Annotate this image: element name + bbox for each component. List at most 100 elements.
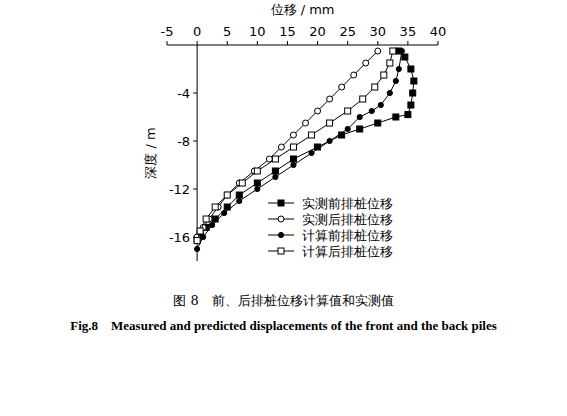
x-tick-label: -5	[161, 24, 174, 39]
x-tick	[167, 41, 168, 45]
x-tick	[438, 41, 439, 45]
point	[290, 132, 296, 138]
point	[212, 216, 218, 222]
y-tick	[193, 93, 197, 94]
point	[357, 114, 362, 119]
point	[387, 60, 393, 66]
point	[237, 198, 242, 203]
point	[201, 234, 206, 239]
point	[303, 120, 309, 126]
point	[381, 72, 387, 78]
x-tick-label: 25	[339, 24, 356, 39]
point	[309, 150, 314, 155]
point	[255, 186, 260, 191]
point	[375, 48, 381, 54]
point	[357, 126, 363, 132]
point	[222, 210, 227, 215]
point	[239, 180, 245, 186]
x-tick	[377, 41, 378, 45]
point	[402, 54, 408, 60]
point	[390, 48, 396, 54]
x-tick	[197, 41, 198, 45]
plot-area	[194, 48, 417, 252]
x-tick-label: 10	[249, 24, 266, 39]
point	[291, 162, 296, 167]
legend: 实测前排桩位移实测后排桩位移计算前排桩位移计算后排桩位移	[268, 196, 393, 259]
point	[290, 156, 296, 162]
x-tick-label: 0	[193, 24, 201, 39]
point	[203, 216, 209, 222]
caption-title: 图 8 前、后排桩位移计算值和实测值	[0, 292, 567, 310]
point	[272, 168, 278, 174]
point	[272, 156, 278, 162]
x-axis-label: 位移 / mm	[271, 2, 335, 17]
x-tick	[257, 41, 258, 45]
x-tick-label: 35	[400, 24, 417, 39]
x-tick	[407, 41, 408, 45]
point	[315, 108, 321, 114]
point	[327, 120, 333, 126]
point	[411, 78, 417, 84]
point	[363, 60, 369, 66]
y-tick-label: -8	[177, 134, 190, 149]
point	[360, 96, 366, 102]
point	[278, 144, 284, 150]
legend-label: 计算前排桩位移	[302, 228, 393, 243]
point	[369, 108, 374, 113]
y-tick	[193, 189, 197, 190]
point	[399, 48, 404, 53]
point	[212, 204, 218, 210]
y-tick-label: -4	[177, 86, 190, 101]
point	[194, 238, 200, 244]
point	[378, 102, 383, 107]
point	[195, 246, 200, 251]
point	[327, 96, 333, 102]
point	[408, 66, 414, 72]
point	[339, 84, 345, 90]
caption-subtitle: Fig.8 Measured and predicted displacemen…	[70, 316, 497, 335]
point	[290, 144, 296, 150]
point	[254, 168, 260, 174]
y-tick	[193, 141, 197, 142]
y-tick-label: -12	[169, 182, 190, 197]
legend-marker	[278, 232, 283, 237]
x-tick-label: 40	[430, 24, 447, 39]
point	[393, 114, 399, 120]
y-tick-label: -16	[169, 230, 190, 245]
point	[345, 108, 351, 114]
point	[396, 66, 401, 71]
point	[351, 72, 357, 78]
point	[197, 228, 203, 234]
x-tick	[287, 41, 288, 45]
x-tick	[347, 41, 348, 45]
point	[387, 90, 392, 95]
point	[345, 126, 350, 131]
series-line	[197, 51, 402, 249]
point	[273, 174, 278, 179]
x-tick	[317, 41, 318, 45]
point	[410, 90, 416, 96]
point	[327, 138, 332, 143]
legend-marker	[278, 200, 284, 206]
point	[309, 132, 315, 138]
legend-marker	[278, 216, 284, 222]
point	[254, 180, 260, 186]
legend-label: 计算后排桩位移	[302, 244, 393, 259]
x-tick-label: 15	[279, 24, 296, 39]
point	[224, 192, 230, 198]
point	[393, 78, 398, 83]
x-tick-label: 20	[309, 24, 326, 39]
point	[372, 84, 378, 90]
y-axis-label: 深度 / m	[143, 127, 158, 178]
point	[405, 112, 411, 118]
legend-label: 实测前排桩位移	[302, 196, 393, 211]
x-tick-label: 30	[370, 24, 387, 39]
point	[375, 120, 381, 126]
series-line	[197, 51, 393, 241]
point	[210, 222, 215, 227]
legend-label: 实测后排桩位移	[302, 212, 393, 227]
point	[408, 102, 414, 108]
legend-marker	[278, 248, 284, 254]
x-axis-line	[167, 45, 438, 46]
point	[236, 192, 242, 198]
